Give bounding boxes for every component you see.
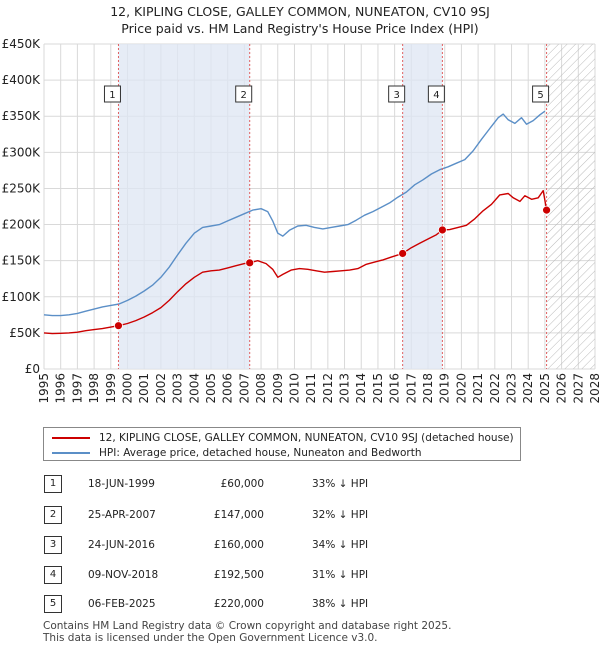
y-tick-label: £450K xyxy=(2,37,42,51)
legend-label-property: 12, KIPLING CLOSE, GALLEY COMMON, NUNEAT… xyxy=(99,432,514,444)
x-tick-label: 2018 xyxy=(421,373,435,404)
transaction-price: £147,000 xyxy=(213,509,264,521)
marker-label: 4 xyxy=(433,90,439,101)
x-tick-label: 2026 xyxy=(555,373,569,404)
chart-subtitle: Price paid vs. HM Land Registry's House … xyxy=(121,21,479,36)
x-tick-label: 2006 xyxy=(221,373,235,404)
transaction-price: £160,000 xyxy=(213,539,264,551)
transaction-hpi-diff: 32% ↓ HPI xyxy=(312,509,369,521)
marker-label: 1 xyxy=(109,90,115,101)
chart-title: 12, KIPLING CLOSE, GALLEY COMMON, NUNEAT… xyxy=(110,4,490,19)
transaction-date: 24-JUN-2016 xyxy=(88,539,155,551)
x-tick-label: 2003 xyxy=(171,373,185,404)
sale-point xyxy=(437,225,447,235)
y-tick-label: £0 xyxy=(25,362,40,376)
transaction-date: 06-FEB-2025 xyxy=(88,598,156,610)
x-tick-label: 1996 xyxy=(54,373,68,404)
x-tick-label: 2011 xyxy=(304,373,318,404)
sale-point xyxy=(245,258,255,268)
marker-box xyxy=(103,85,121,103)
x-tick-label: 1997 xyxy=(70,373,84,404)
x-tick-label: 2008 xyxy=(254,373,268,404)
x-tick-label: 2028 xyxy=(588,373,600,404)
x-tick-label: 2013 xyxy=(338,373,352,404)
y-tick-label: £300K xyxy=(2,145,42,159)
chart-legend: 12, KIPLING CLOSE, GALLEY COMMON, NUNEAT… xyxy=(43,427,521,461)
x-tick-label: 2017 xyxy=(404,373,418,404)
future-hatch-area xyxy=(546,44,595,369)
marker-label: 3 xyxy=(393,90,399,101)
transaction-hpi-diff: 33% ↓ HPI xyxy=(312,478,369,490)
x-tick-label: 2009 xyxy=(271,373,285,404)
x-tick-label: 1999 xyxy=(104,373,118,404)
footer-licence: This data is licensed under the Open Gov… xyxy=(43,632,378,644)
x-tick-label: 2022 xyxy=(488,373,502,404)
y-tick-label: £50K xyxy=(9,326,41,340)
x-tick-label: 2020 xyxy=(454,373,468,404)
x-tick-label: 2015 xyxy=(371,373,385,404)
y-tick-label: £350K xyxy=(2,109,42,123)
y-tick-label: £150K xyxy=(2,254,42,268)
x-tick-label: 2025 xyxy=(538,373,552,404)
footer-copyright: Contains HM Land Registry data © Crown c… xyxy=(43,620,452,632)
x-tick-label: 1998 xyxy=(87,373,101,404)
transaction-hpi-diff: 38% ↓ HPI xyxy=(312,598,369,610)
sale-point xyxy=(114,321,123,331)
transaction-price: £60,000 xyxy=(220,478,264,490)
transaction-hpi-diff: 31% ↓ HPI xyxy=(312,569,369,581)
x-tick-label: 2027 xyxy=(571,373,585,404)
sale-point xyxy=(398,249,408,258)
marker-box xyxy=(388,85,406,103)
x-tick-label: 2014 xyxy=(354,373,368,404)
y-tick-label: £200K xyxy=(2,218,42,232)
x-tick-label: 2000 xyxy=(120,373,134,404)
x-tick-label: 2024 xyxy=(521,373,535,404)
transaction-date: 09-NOV-2018 xyxy=(88,569,159,581)
sale-point xyxy=(542,205,551,215)
x-tick-label: 2016 xyxy=(388,373,402,404)
x-tick-label: 2005 xyxy=(204,373,218,404)
footer-attribution: Contains HM Land Registry data © Crown c… xyxy=(43,620,451,644)
transaction-date: 25-APR-2007 xyxy=(88,509,156,521)
y-tick-label: £100K xyxy=(2,290,42,304)
price-chart: 1 2 3 4 5 £0 £50K £100K £150K £200K £250K £300K £35… xyxy=(2,37,600,404)
chart-title-block: 12, KIPLING CLOSE, GALLEY COMMON, NUNEAT… xyxy=(0,3,600,37)
transaction-hpi-diff: 34% ↓ HPI xyxy=(312,539,369,551)
x-tick-label: 2019 xyxy=(438,373,452,404)
legend-swatch-hpi xyxy=(52,452,90,454)
marker-box xyxy=(235,85,253,103)
x-tick-label: 2004 xyxy=(187,373,201,404)
x-tick-label: 2007 xyxy=(237,373,251,404)
legend-item-hpi: HPI: Average price, detached house, Nune… xyxy=(52,445,421,461)
marker-box xyxy=(532,85,550,103)
transaction-number: 5 xyxy=(44,595,62,613)
x-tick-label: 2002 xyxy=(154,373,168,404)
shaded-period xyxy=(118,44,250,369)
transaction-number: 3 xyxy=(44,536,62,554)
x-tick-label: 2001 xyxy=(137,373,151,404)
transaction-number: 2 xyxy=(44,506,62,524)
marker-label: 2 xyxy=(241,90,247,101)
transaction-number: 4 xyxy=(44,566,62,584)
legend-swatch-property xyxy=(52,437,90,439)
hpi-series-line xyxy=(43,110,546,317)
y-tick-label: £400K xyxy=(2,73,42,87)
x-tick-label: 2021 xyxy=(471,373,485,404)
transaction-price: £192,500 xyxy=(213,569,264,581)
legend-label-hpi: HPI: Average price, detached house, Nune… xyxy=(99,447,422,459)
transaction-date: 18-JUN-1999 xyxy=(88,478,155,490)
x-tick-label: 2012 xyxy=(321,373,335,404)
transaction-price: £220,000 xyxy=(213,598,264,610)
x-tick-label: 2023 xyxy=(505,373,519,404)
y-tick-label: £250K xyxy=(2,181,42,195)
marker-box xyxy=(427,85,445,103)
transaction-number: 1 xyxy=(44,475,62,493)
legend-item-property: 12, KIPLING CLOSE, GALLEY COMMON, NUNEAT… xyxy=(52,430,514,446)
x-tick-label: 2010 xyxy=(287,373,301,404)
x-tick-label: 1995 xyxy=(37,373,51,404)
marker-label: 5 xyxy=(537,90,543,101)
property-series-line xyxy=(43,189,548,335)
